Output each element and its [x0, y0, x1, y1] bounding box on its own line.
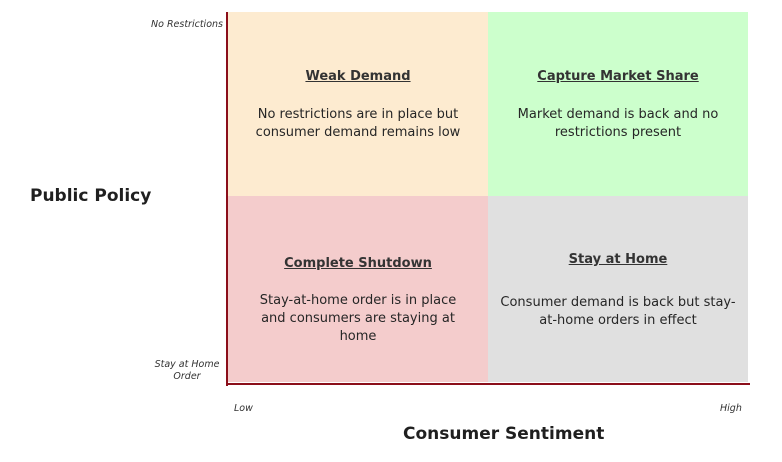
y-axis-bottom-label: Stay at Home Order — [154, 359, 220, 382]
x-axis-high-label: High — [720, 403, 742, 414]
quadrant-description: No restrictions are in place but consume… — [255, 107, 461, 140]
quadrant-title: Weak Demand — [305, 69, 411, 84]
x-axis-low-label: Low — [234, 403, 253, 414]
quadrant-stay-at-home: Stay at Home Consumer demand is back but… — [488, 196, 748, 382]
y-axis-title: Public Policy — [30, 186, 152, 206]
x-axis-line — [226, 383, 750, 385]
quadrant-title: Capture Market Share — [537, 69, 699, 84]
quadrant-description: Market demand is back and no restriction… — [517, 107, 719, 140]
y-axis-top-label: No Restrictions — [151, 19, 223, 30]
quadrant-description: Consumer demand is back but stay-at-home… — [500, 295, 736, 328]
quadrant-capture-market-share: Capture Market Share Market demand is ba… — [488, 12, 748, 196]
quadrant-title: Complete Shutdown — [284, 256, 432, 271]
quadrant-title: Stay at Home — [568, 252, 668, 267]
quadrant-complete-shutdown: Complete Shutdown Stay-at-home order is … — [228, 196, 488, 382]
quadrant-description: Stay-at-home order is in place and consu… — [259, 293, 457, 344]
x-axis-title: Consumer Sentiment — [403, 424, 605, 444]
y-axis-line — [226, 12, 228, 386]
quadrant-weak-demand: Weak Demand No restrictions are in place… — [228, 12, 488, 196]
